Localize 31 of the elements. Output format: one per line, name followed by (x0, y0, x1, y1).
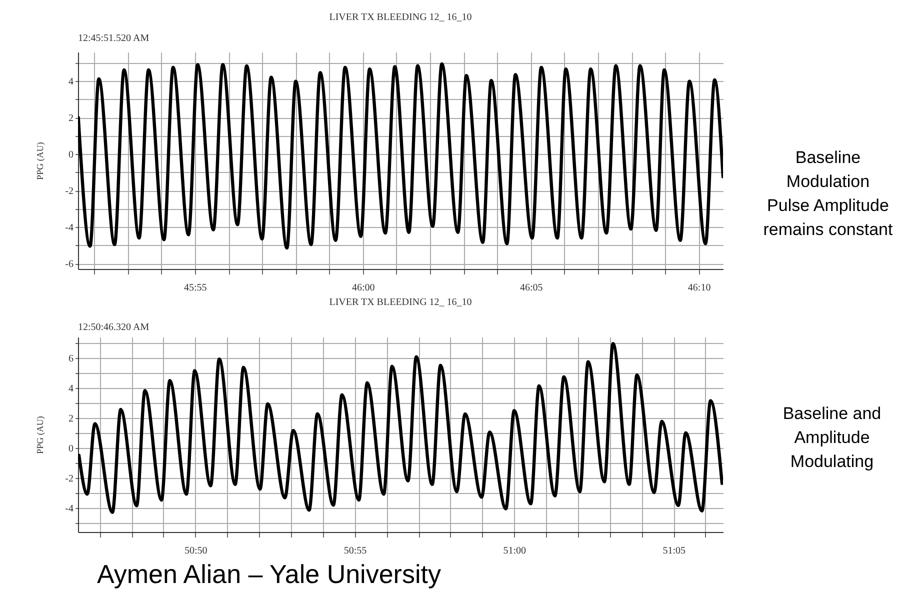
x-tick-label: 46:05 (520, 282, 543, 294)
y-tick-label: 4 (68, 384, 74, 394)
x-tick-label: 46:10 (688, 282, 711, 294)
y-tick-label: -2 (65, 186, 74, 198)
y-tick-label: -4 (65, 222, 74, 234)
text: Baseline Modulation Pulse Amplitude remains constant (762, 147, 894, 241)
y-tick-label: -2 (65, 474, 74, 484)
y-tick-label: 4 (68, 76, 74, 88)
text: 12:50:46.320 AM (78, 321, 150, 335)
x-tick-label: 45:55 (184, 282, 207, 294)
y-tick-label: 2 (68, 113, 74, 124)
text: Aymen Alian – Yale University (97, 558, 441, 590)
y-tick-label: 0 (68, 150, 74, 161)
y-tick-label: 0 (68, 444, 74, 454)
chart-title: LIVER TX BLEEDING 12_ 16_10 (329, 12, 472, 23)
y-axis-title: PPG (AU) (35, 142, 46, 180)
x-tick-label: 50:50 (184, 546, 208, 556)
chart-title: LIVER TX BLEEDING 12_ 16_10 (329, 297, 472, 308)
y-axis-title: PPG (AU) (35, 416, 46, 454)
text: Baseline and Amplitude Modulating (782, 403, 882, 473)
x-tick-label: 51:00 (503, 546, 526, 556)
x-tick-label: 51:05 (662, 546, 686, 556)
y-tick-label: -6 (65, 259, 74, 270)
text: 12:45:51.520 AM (78, 32, 150, 46)
line-series (78, 62, 723, 250)
line-series (78, 342, 723, 514)
y-tick-label: 2 (68, 414, 74, 424)
y-tick-label: 6 (68, 354, 74, 364)
y-tick-label: -4 (65, 504, 74, 514)
x-tick-label: 46:00 (352, 282, 375, 294)
x-tick-label: 50:55 (344, 546, 367, 556)
